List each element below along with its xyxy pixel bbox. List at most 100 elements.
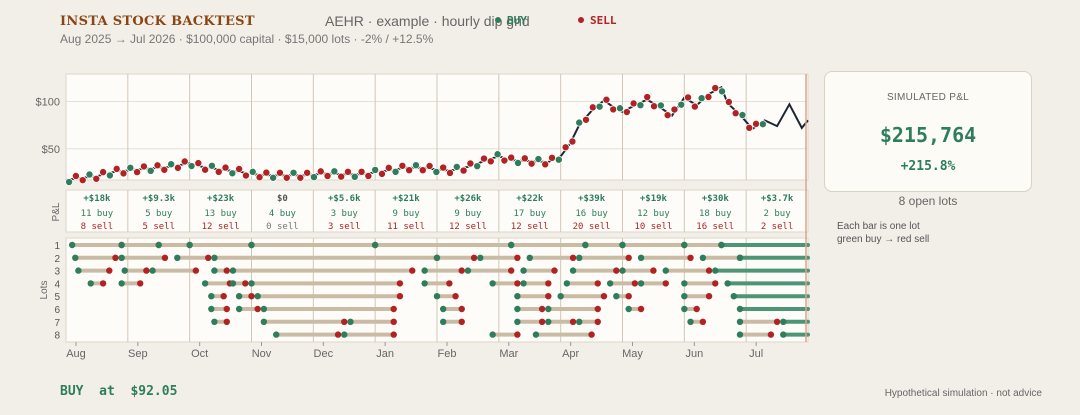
y-tick-label: $50 [42,144,60,156]
sell-marker [711,84,720,93]
lot-sell-dot [390,318,397,325]
month-pnl-value: +$21k [393,194,421,204]
sell-marker [663,111,672,120]
sell-marker [357,167,366,176]
lot-sell-dot [458,318,465,325]
lot-sell-dot [514,331,521,338]
lot-buy-dot [681,305,688,313]
buy-marker [207,161,216,170]
sell-marker [194,159,203,168]
lot-buy-dot [211,254,218,261]
pnl-card-label: SIMULATED P&L [886,92,970,103]
lot-sell-dot [223,305,230,313]
lot-sell-dot [538,318,546,325]
open-lots-count: 8 open lots [898,194,958,208]
buy-marker [65,178,74,187]
lot-buy-dot [514,305,521,313]
lot-buy-dot [489,280,496,287]
month-sell-count: 12 sell [511,222,549,232]
sell-marker [92,174,101,183]
lot-sell-dot [99,280,107,287]
lot-buy-dot [72,254,79,261]
x-tick-label: Oct [191,348,208,360]
sell-marker [282,173,291,182]
month-pnl-value: +$18k [83,194,111,204]
sell-marker [548,153,557,162]
lot-buy-dot [341,331,348,338]
sell-marker [643,93,652,102]
month-sell-count: 20 sell [573,222,611,232]
buy-marker [697,94,706,103]
legend-sell: SELL [578,14,617,27]
sell-marker [201,165,210,174]
month-pnl-value: +$5.6k [328,194,361,204]
lot-sell-dot [192,267,200,274]
x-tick-label: Apr [562,348,579,360]
note-line-1: Each bar is one lot [837,221,920,232]
pnl-percent: +215.8% [900,159,956,174]
lot-sell-dot [662,280,669,287]
lot-buy-dot [662,267,669,274]
sell-dot-icon [578,17,584,23]
buy-marker [534,155,543,164]
month-buy-count: 12 buy [637,209,670,219]
lot-buy-dot [201,280,209,287]
lot-buy-dot [514,318,521,325]
lot-buy-dot [557,293,564,300]
lot-row-label: 1 [54,241,60,252]
sell-marker [405,166,414,175]
month-sell-count: 0 sell [266,222,299,232]
buy-marker [452,162,461,171]
sell-marker [609,105,618,114]
buy-marker [330,167,339,176]
sell-marker [752,119,761,128]
lot-buy-dot [637,280,645,287]
lot-sell-dot [594,305,601,313]
lot-sell-dot [242,280,249,287]
lot-buy-dot [780,318,787,325]
lot-row-label: 4 [54,279,60,290]
lot-sell-dot [767,331,775,338]
lot-buy-dot [576,318,583,325]
month-sell-count: 3 sell [328,222,361,232]
buy-marker [493,150,502,159]
lot-sell-dot [223,318,230,325]
lot-buy-dot [545,318,552,325]
buy-marker [738,111,747,120]
sell-marker [275,168,284,177]
backtest-parameters: Aug 2025 → Jul 2026 · $100,000 capital ·… [60,32,434,46]
lot-sell-dot [693,305,700,313]
buy-marker [85,170,94,179]
month-buy-count: 4 buy [269,209,297,219]
buy-marker [677,100,686,109]
buy-marker [473,162,482,171]
y-tick-label: $100 [36,96,60,108]
sell-marker [500,156,509,165]
lot-sell-dot [625,254,632,261]
sell-marker [561,143,570,152]
buy-marker [718,87,727,96]
sell-marker [541,160,550,169]
sell-marker [337,172,346,181]
lot-sell-dot [631,280,639,287]
lot-buy-dot [155,241,162,249]
sell-marker [364,171,373,180]
month-pnl-value: $0 [277,194,288,204]
month-buy-count: 17 buy [513,209,546,219]
lot-sell-dot [409,267,416,274]
lot-buy-dot [563,280,571,287]
month-buy-count: 16 buy [575,209,608,219]
lot-buy-dot [118,241,125,249]
month-buy-count: 3 buy [331,209,359,219]
lot-sell-dot [137,280,144,287]
x-tick-label: Feb [438,348,457,360]
buy-marker [554,155,563,164]
current-signal-status: BUY at $92.05 [60,384,178,399]
lot-sell-dot [773,318,781,325]
lot-sell-dot [396,280,404,287]
lot-buy-dot [736,254,744,261]
lot-buy-dot [347,318,354,325]
lot-buy-dot [433,254,441,261]
lot-buy-dot [118,254,125,261]
month-sell-count: 11 sell [387,222,425,232]
